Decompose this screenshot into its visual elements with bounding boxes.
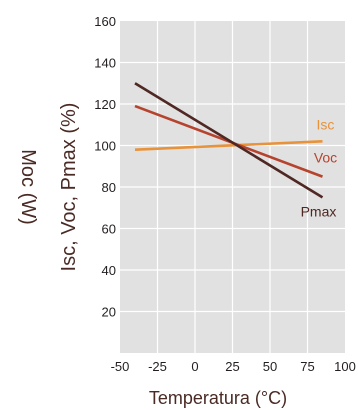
series-line-pmax xyxy=(134,82,324,199)
series-label-pmax: Pmax xyxy=(301,203,337,219)
y-tick-labels: 20 40 60 80 100 120 140 160 xyxy=(94,14,116,320)
y-tick-label: 80 xyxy=(102,180,116,195)
x-tick-label: 75 xyxy=(300,359,314,374)
x-axis-title: Temperatura (°C) xyxy=(149,388,287,408)
x-tick-label: -50 xyxy=(111,359,130,374)
series-label-isc: Isc xyxy=(317,116,335,132)
y-axis-title: Isc, Voc, Pmax (%) xyxy=(58,103,80,272)
series-group: Isc Voc Pmax xyxy=(134,82,337,219)
x-tick-label: 25 xyxy=(225,359,239,374)
y-tick-label: 60 xyxy=(102,222,116,237)
y-tick-label: 140 xyxy=(94,56,116,71)
y-tick-label: 40 xyxy=(102,263,116,278)
y-tick-label: 160 xyxy=(94,14,116,29)
x-tick-label: 0 xyxy=(191,359,198,374)
y-tick-label: 100 xyxy=(94,139,116,154)
x-tick-label: 50 xyxy=(263,359,277,374)
y-axis-outer-title: Moc (W) xyxy=(17,149,39,225)
y-tick-label: 20 xyxy=(102,305,116,320)
x-tick-label: -25 xyxy=(148,359,167,374)
y-tick-label: 120 xyxy=(94,97,116,112)
series-line-isc xyxy=(134,140,323,151)
series-label-voc: Voc xyxy=(314,150,337,166)
x-tick-labels: -50 -25 0 25 50 75 100 xyxy=(111,359,356,374)
x-tick-label: 100 xyxy=(334,359,356,374)
